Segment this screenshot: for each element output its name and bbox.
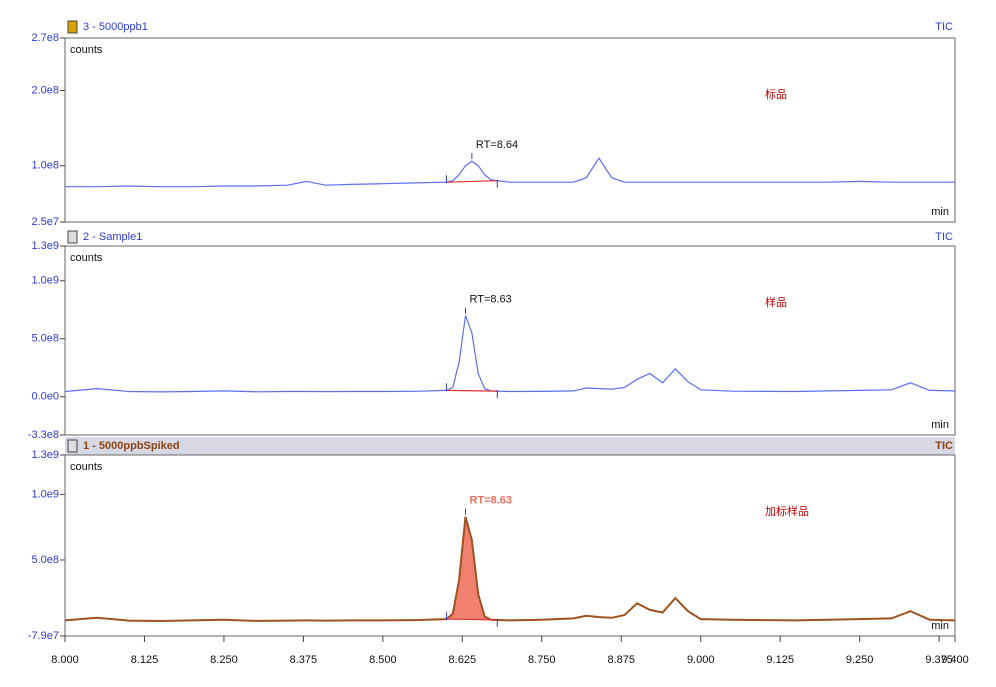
x-tick-label: 9.375 xyxy=(925,654,953,666)
y-tick-label: 1.3e9 xyxy=(31,449,59,461)
x-tick-label: 8.125 xyxy=(131,654,159,666)
panel-title[interactable]: 3 - 5000ppb1 xyxy=(83,21,148,33)
integration-baseline xyxy=(446,618,498,621)
plot-frame xyxy=(64,454,956,637)
y-label: counts xyxy=(70,252,103,264)
y-tick-label: 5.0e8 xyxy=(31,554,59,566)
sample-icon[interactable] xyxy=(67,439,78,453)
x-label: min xyxy=(931,620,949,632)
integration-baseline xyxy=(446,180,498,183)
x-label: min xyxy=(931,206,949,218)
y-tick-label: 1.3e9 xyxy=(31,240,59,252)
x-tick-label: 8.875 xyxy=(607,654,635,666)
y-tick-label: -3.3e8 xyxy=(28,429,59,441)
x-tick-label: 8.500 xyxy=(369,654,397,666)
y-tick-label: 2.0e8 xyxy=(31,84,59,96)
trace xyxy=(64,516,956,623)
x-tick-label: 8.000 xyxy=(51,654,79,666)
trace xyxy=(64,315,956,393)
header-bg xyxy=(65,437,955,455)
y-tick-label: 2.5e7 xyxy=(31,216,59,228)
x-tick-label: 8.750 xyxy=(528,654,556,666)
y-tick-label: 5.0e8 xyxy=(31,333,59,345)
x-tick-label: 8.625 xyxy=(449,654,477,666)
y-tick-label: 1.0e8 xyxy=(31,160,59,172)
y-tick-label: 1.0e9 xyxy=(31,275,59,287)
plot-frame xyxy=(64,37,956,223)
rt-annotation: RT=8.63 xyxy=(470,293,512,305)
trace xyxy=(65,157,955,188)
signal-tag: TIC xyxy=(935,231,953,243)
sample-icon[interactable] xyxy=(67,230,78,244)
signal-tag: TIC xyxy=(935,440,953,452)
peak-area xyxy=(446,516,498,620)
sample-label: 标品 xyxy=(765,87,787,101)
integration-baseline xyxy=(446,389,498,392)
y-tick-label: 0.0e0 xyxy=(31,391,59,403)
rt-annotation: RT=8.63 xyxy=(470,495,513,507)
plot-frame xyxy=(64,245,956,436)
sample-icon[interactable] xyxy=(67,20,78,34)
x-tick-label: 8.375 xyxy=(290,654,318,666)
panel-title[interactable]: 1 - 5000ppbSpiked xyxy=(83,440,180,452)
x-tick-label: 8.250 xyxy=(210,654,238,666)
x-label: min xyxy=(931,419,949,431)
sample-label: 样品 xyxy=(765,295,787,309)
panel-title[interactable]: 2 - Sample1 xyxy=(83,231,142,243)
signal-tag: TIC xyxy=(935,21,953,33)
x-tick-label: 9.000 xyxy=(687,654,715,666)
x-tick-label: 9.125 xyxy=(766,654,794,666)
y-tick-label: 1.0e9 xyxy=(31,488,59,500)
x-tick-label: 9.400 xyxy=(941,654,969,666)
sample-label: 加标样品 xyxy=(765,504,809,518)
x-tick-label: 9.250 xyxy=(846,654,874,666)
y-tick-label: 2.7e8 xyxy=(31,32,59,44)
y-label: counts xyxy=(70,461,103,473)
rt-annotation: RT=8.64 xyxy=(476,139,518,151)
y-tick-label: -7.9e7 xyxy=(28,630,59,642)
y-label: counts xyxy=(70,44,103,56)
